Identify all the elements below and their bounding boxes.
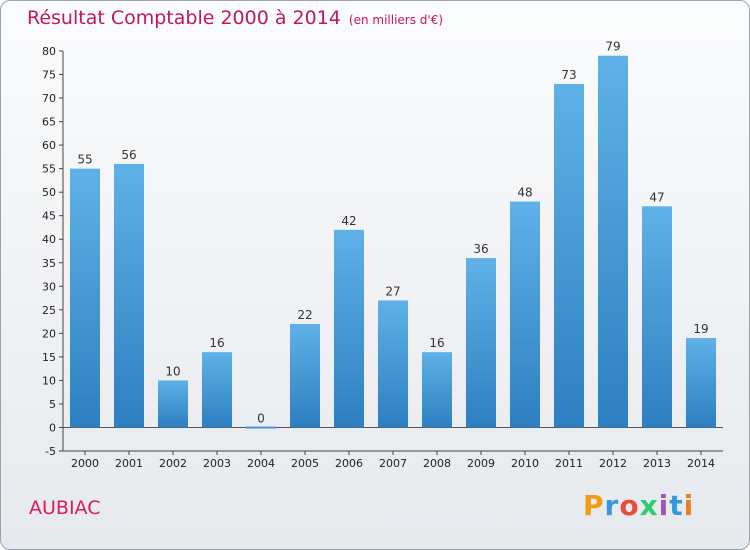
y-tick-label: 75 bbox=[42, 69, 56, 82]
value-label-2006: 42 bbox=[341, 214, 356, 228]
value-label-2005: 22 bbox=[297, 308, 312, 322]
x-tick-label-2011: 2011 bbox=[555, 457, 583, 470]
bar-2002 bbox=[158, 380, 188, 428]
logo-letter: i bbox=[683, 489, 695, 522]
bar-2006 bbox=[334, 229, 364, 428]
y-tick-label: 55 bbox=[42, 163, 56, 176]
logo-letter: x bbox=[639, 489, 659, 522]
y-tick-label: 40 bbox=[42, 233, 56, 246]
value-label-2010: 48 bbox=[517, 186, 532, 200]
value-label-2009: 36 bbox=[473, 242, 488, 256]
logo-letter: i bbox=[658, 489, 670, 522]
bar-2001 bbox=[114, 163, 144, 428]
x-tick-label-2003: 2003 bbox=[203, 457, 231, 470]
bar-2000 bbox=[70, 168, 100, 428]
chart-title-text: Résultat Comptable 2000 à 2014 bbox=[27, 7, 341, 29]
chart-title: Résultat Comptable 2000 à 2014 (en millie… bbox=[27, 7, 443, 29]
y-tick-label: 25 bbox=[42, 304, 56, 317]
y-tick-label: 5 bbox=[49, 398, 56, 411]
value-label-2001: 56 bbox=[121, 148, 136, 162]
y-tick-label: 0 bbox=[49, 421, 56, 434]
y-tick-label: 50 bbox=[42, 186, 56, 199]
y-tick-label: 80 bbox=[42, 45, 56, 58]
logo-letter: t bbox=[669, 489, 684, 522]
x-tick-label-2008: 2008 bbox=[423, 457, 451, 470]
y-tick-label: 60 bbox=[42, 139, 56, 152]
bar-2007 bbox=[378, 300, 408, 428]
bar-2005 bbox=[290, 323, 320, 428]
bar-2010 bbox=[510, 201, 540, 428]
x-tick-label-2009: 2009 bbox=[467, 457, 495, 470]
y-tick-label: 15 bbox=[42, 351, 56, 364]
bar-2012 bbox=[598, 55, 628, 428]
bar-2014 bbox=[686, 338, 716, 428]
bar-2008 bbox=[422, 352, 452, 428]
bar-2009 bbox=[466, 258, 496, 428]
y-tick-label: 35 bbox=[42, 257, 56, 270]
value-label-2003: 16 bbox=[209, 336, 224, 350]
y-tick-label: 45 bbox=[42, 210, 56, 223]
y-tick-label: -5 bbox=[45, 445, 56, 458]
x-tick-label-2001: 2001 bbox=[115, 457, 143, 470]
y-tick-label: 10 bbox=[42, 374, 56, 387]
value-label-2000: 55 bbox=[77, 153, 92, 167]
x-tick-label-2000: 2000 bbox=[71, 457, 99, 470]
x-tick-label-2006: 2006 bbox=[335, 457, 363, 470]
value-label-2011: 73 bbox=[561, 68, 576, 82]
logo-letter: P bbox=[583, 489, 605, 522]
x-tick-label-2012: 2012 bbox=[599, 457, 627, 470]
bar-2013 bbox=[642, 206, 672, 428]
value-label-2002: 10 bbox=[165, 364, 180, 378]
x-tick-label-2014: 2014 bbox=[687, 457, 715, 470]
x-tick-label-2004: 2004 bbox=[247, 457, 275, 470]
x-tick-label-2002: 2002 bbox=[159, 457, 187, 470]
x-tick-label-2010: 2010 bbox=[511, 457, 539, 470]
proxiti-logo: Proxiti bbox=[583, 489, 694, 522]
bar-2004 bbox=[246, 426, 276, 429]
logo-letter: o bbox=[619, 489, 640, 522]
y-tick-label: 70 bbox=[42, 92, 56, 105]
town-name: AUBIAC bbox=[29, 497, 101, 519]
x-tick-label-2007: 2007 bbox=[379, 457, 407, 470]
bar-2003 bbox=[202, 352, 232, 428]
value-label-2012: 79 bbox=[605, 40, 620, 54]
logo-letter: r bbox=[604, 489, 620, 522]
value-label-2007: 27 bbox=[385, 284, 400, 298]
value-label-2008: 16 bbox=[429, 336, 444, 350]
y-tick-label: 20 bbox=[42, 327, 56, 340]
value-label-2013: 47 bbox=[649, 190, 664, 204]
y-tick-label: 65 bbox=[42, 116, 56, 129]
x-tick-label-2005: 2005 bbox=[291, 457, 319, 470]
value-label-2004: 0 bbox=[257, 411, 265, 425]
y-tick-label: 30 bbox=[42, 280, 56, 293]
bar-2011 bbox=[554, 83, 584, 428]
x-tick-label-2013: 2013 bbox=[643, 457, 671, 470]
value-label-2014: 19 bbox=[693, 322, 708, 336]
chart-subtitle: (en milliers d'€) bbox=[348, 13, 444, 27]
